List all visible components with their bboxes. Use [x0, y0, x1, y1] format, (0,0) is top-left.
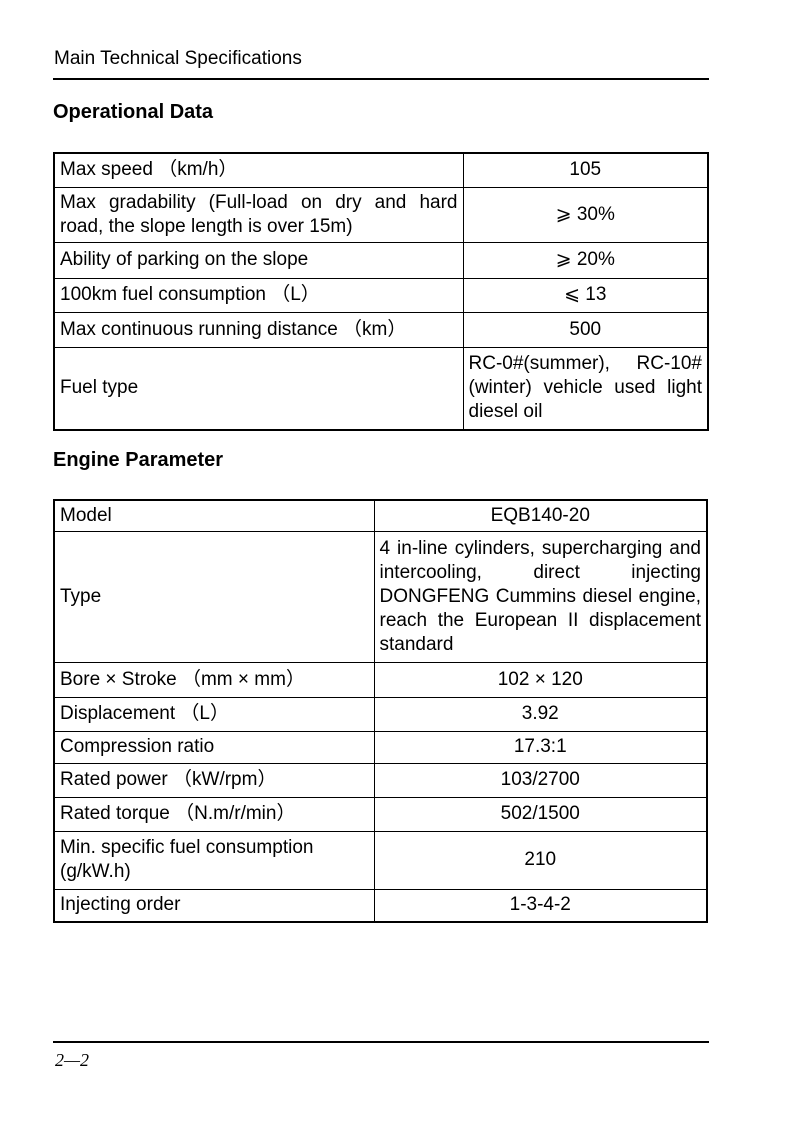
- table-row: Bore × Stroke （mm × mm） 102 × 120: [53, 661, 708, 698]
- row-label: Max gradability (Full-load on dry and ha…: [53, 186, 464, 243]
- row-label: Injecting order: [53, 888, 375, 923]
- table-row: Injecting order 1-3-4-2: [53, 888, 708, 923]
- row-label: Max speed （km/h）: [53, 152, 464, 188]
- row-value: 4 in-line cylinders, supercharging and i…: [373, 530, 708, 663]
- row-value: 17.3:1: [373, 730, 708, 764]
- row-label: Min. specific fuel consumption (g/kW.h): [53, 830, 375, 890]
- row-label: 100km fuel consumption （L）: [53, 277, 464, 313]
- row-label: Fuel type: [53, 346, 464, 431]
- row-value: 500: [462, 311, 709, 348]
- row-value: RC-0#(summer), RC-10#(winter) vehicle us…: [462, 346, 709, 431]
- row-label: Rated torque （N.m/r/min）: [53, 796, 375, 832]
- row-value: 103/2700: [373, 762, 708, 798]
- table-row: Compression ratio 17.3:1: [53, 730, 708, 764]
- running-header: Main Technical Specifications: [54, 48, 302, 69]
- row-value: 102 × 120: [373, 661, 708, 698]
- table-row: Min. specific fuel consumption (g/kW.h) 2…: [53, 830, 708, 890]
- table-row: Type 4 in-line cylinders, supercharging a…: [53, 530, 708, 663]
- row-label: Displacement （L）: [53, 696, 375, 732]
- engine-parameter-table: Model EQB140-20 Type 4 in-line cylinders, …: [53, 499, 708, 923]
- section-title-engine: Engine Parameter: [53, 449, 224, 471]
- row-value: 502/1500: [373, 796, 708, 832]
- operational-data-table: Max speed （km/h） 105 Max gradability (Ful…: [53, 152, 709, 431]
- table-row: Ability of parking on the slope ⩾ 20%: [53, 241, 709, 279]
- row-value: 1-3-4-2: [373, 888, 708, 923]
- table-row: Max continuous running distance （km） 500: [53, 311, 709, 348]
- table-row: Displacement （L） 3.92: [53, 696, 708, 732]
- section-title-operational: Operational Data: [53, 101, 214, 123]
- row-value: 210: [373, 830, 708, 890]
- row-label: Max continuous running distance （km）: [53, 311, 464, 348]
- table-row: Max speed （km/h） 105: [53, 152, 709, 188]
- row-label: Compression ratio: [53, 730, 375, 764]
- row-label: Rated power （kW/rpm）: [53, 762, 375, 798]
- footer-rule: [53, 1041, 709, 1043]
- row-value: EQB140-20: [373, 499, 708, 532]
- table-row: Fuel type RC-0#(summer), RC-10#(winter) v…: [53, 346, 709, 431]
- header-rule: [53, 78, 709, 80]
- table-row: Rated torque （N.m/r/min） 502/1500: [53, 796, 708, 832]
- table-row: Model EQB140-20: [53, 499, 708, 532]
- row-label: Type: [53, 530, 375, 663]
- table-row: Max gradability (Full-load on dry and ha…: [53, 186, 709, 243]
- table-row: Rated power （kW/rpm） 103/2700: [53, 762, 708, 798]
- table-row: 100km fuel consumption （L） ⩽ 13: [53, 277, 709, 313]
- row-value: ⩾ 30%: [462, 186, 709, 243]
- page-number: 2—2: [55, 1050, 90, 1070]
- row-label: Model: [53, 499, 375, 532]
- row-label: Bore × Stroke （mm × mm）: [53, 661, 375, 698]
- row-value: 105: [462, 152, 709, 188]
- row-value: ⩾ 20%: [462, 241, 709, 279]
- row-value: 3.92: [373, 696, 708, 732]
- row-value: ⩽ 13: [462, 277, 709, 313]
- row-label: Ability of parking on the slope: [53, 241, 464, 279]
